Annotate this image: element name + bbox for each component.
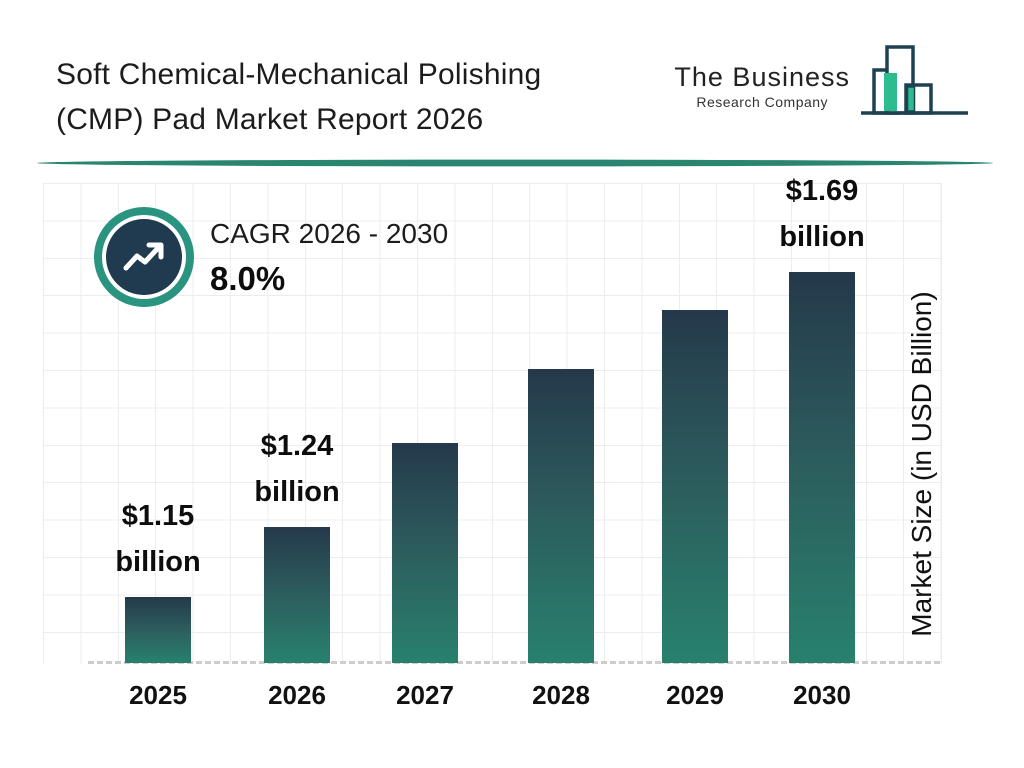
cagr-period-label: CAGR 2026 - 2030 xyxy=(210,218,449,249)
x-axis-label-2029: 2029 xyxy=(666,680,724,710)
bar-value-amount: $1.15 xyxy=(121,500,195,532)
title-line-2: (CMP) Pad Market Report 2026 xyxy=(56,103,484,136)
company-logo-text: The Business Research Company xyxy=(674,62,850,110)
company-subtitle: Research Company xyxy=(696,94,829,110)
company-name: The Business xyxy=(674,62,850,92)
cagr-value: 8.0% xyxy=(210,260,286,297)
bar-2025 xyxy=(125,597,191,663)
x-axis-label-2027: 2027 xyxy=(396,680,454,710)
bar-2027 xyxy=(392,443,458,663)
x-axis-label-2028: 2028 xyxy=(532,680,590,710)
bar-value-unit: billion xyxy=(254,476,340,508)
divider-line xyxy=(37,159,993,167)
cagr-badge-ring xyxy=(102,215,186,299)
cagr-badge-circle xyxy=(106,219,182,295)
trending-up-arrow-icon xyxy=(123,242,164,271)
bar-value-amount: $1.24 xyxy=(260,430,334,462)
y-axis-label: Market Size (in USD Billion) xyxy=(906,291,937,637)
x-axis-label-2030: 2030 xyxy=(793,680,851,710)
bar-2026 xyxy=(264,527,330,663)
bar-value-unit: billion xyxy=(115,546,201,578)
bar-value-unit: billion xyxy=(779,221,865,253)
company-logo: The Business Research Company xyxy=(674,40,998,130)
bar-2028 xyxy=(528,369,594,663)
bar-skyline-logo-icon xyxy=(861,45,968,115)
bar-2029 xyxy=(662,310,728,663)
x-axis-baseline xyxy=(88,661,940,664)
bar-value-amount: $1.69 xyxy=(785,175,859,207)
x-axis-label-2026: 2026 xyxy=(268,680,326,710)
title-line-1: Soft Chemical-Mechanical Polishing xyxy=(56,58,542,91)
bar-value-label-2030: $1.69 billion xyxy=(722,168,922,260)
page-title: Soft Chemical-Mechanical Polishing (CMP)… xyxy=(56,52,541,142)
x-axis-label-2025: 2025 xyxy=(129,680,187,710)
bar-2030 xyxy=(789,272,855,663)
cagr-badge xyxy=(94,207,194,307)
bar-value-label-2025: $1.15 billion xyxy=(58,493,258,585)
bar-value-label-2026: $1.24 billion xyxy=(197,423,397,515)
